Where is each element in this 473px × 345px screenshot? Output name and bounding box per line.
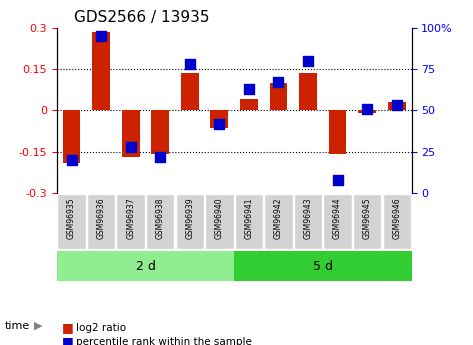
FancyBboxPatch shape [234, 252, 412, 281]
Bar [210, 110, 228, 128]
Bar [151, 110, 169, 155]
Point [363, 106, 371, 111]
Text: 2 d: 2 d [135, 260, 156, 273]
Text: time: time [5, 321, 30, 331]
Bar [270, 83, 287, 110]
Point [393, 102, 401, 108]
FancyBboxPatch shape [294, 194, 322, 249]
Point [97, 33, 105, 39]
Bar [329, 110, 346, 155]
Text: GSM96943: GSM96943 [304, 198, 313, 239]
Point [68, 157, 75, 163]
Text: ▶: ▶ [34, 321, 43, 331]
Point [334, 177, 342, 183]
Text: ■: ■ [61, 321, 73, 334]
Point [275, 79, 282, 85]
Text: GSM96940: GSM96940 [215, 198, 224, 239]
FancyBboxPatch shape [87, 194, 115, 249]
Point [304, 58, 312, 63]
Text: GSM96945: GSM96945 [363, 198, 372, 239]
Point [157, 154, 164, 159]
Bar [240, 99, 258, 110]
FancyBboxPatch shape [264, 194, 293, 249]
Point [127, 144, 134, 149]
Text: GDS2566 / 13935: GDS2566 / 13935 [74, 10, 210, 25]
Text: log2 ratio: log2 ratio [76, 323, 126, 333]
FancyBboxPatch shape [353, 194, 381, 249]
Text: ■: ■ [61, 335, 73, 345]
FancyBboxPatch shape [324, 194, 352, 249]
Text: GSM96935: GSM96935 [67, 198, 76, 239]
FancyBboxPatch shape [175, 194, 204, 249]
FancyBboxPatch shape [383, 194, 411, 249]
Point [216, 121, 223, 126]
Bar [122, 110, 140, 157]
Text: percentile rank within the sample: percentile rank within the sample [76, 337, 252, 345]
Text: 5 d: 5 d [313, 260, 333, 273]
Point [186, 61, 193, 67]
FancyBboxPatch shape [146, 194, 175, 249]
FancyBboxPatch shape [235, 194, 263, 249]
Text: GSM96941: GSM96941 [245, 198, 254, 239]
Text: GSM96937: GSM96937 [126, 198, 135, 239]
FancyBboxPatch shape [57, 252, 234, 281]
FancyBboxPatch shape [205, 194, 234, 249]
Text: GSM96944: GSM96944 [333, 198, 342, 239]
Bar [62, 110, 80, 163]
Bar [92, 32, 110, 110]
Text: GSM96936: GSM96936 [96, 198, 105, 239]
Bar [181, 73, 199, 110]
Point [245, 86, 253, 91]
Text: GSM96938: GSM96938 [156, 198, 165, 239]
Bar [299, 73, 317, 110]
Bar [359, 110, 376, 113]
Text: GSM96942: GSM96942 [274, 198, 283, 239]
FancyBboxPatch shape [116, 194, 145, 249]
Text: GSM96946: GSM96946 [392, 198, 401, 239]
FancyBboxPatch shape [57, 194, 86, 249]
Bar [388, 102, 405, 110]
Text: GSM96939: GSM96939 [185, 198, 194, 239]
